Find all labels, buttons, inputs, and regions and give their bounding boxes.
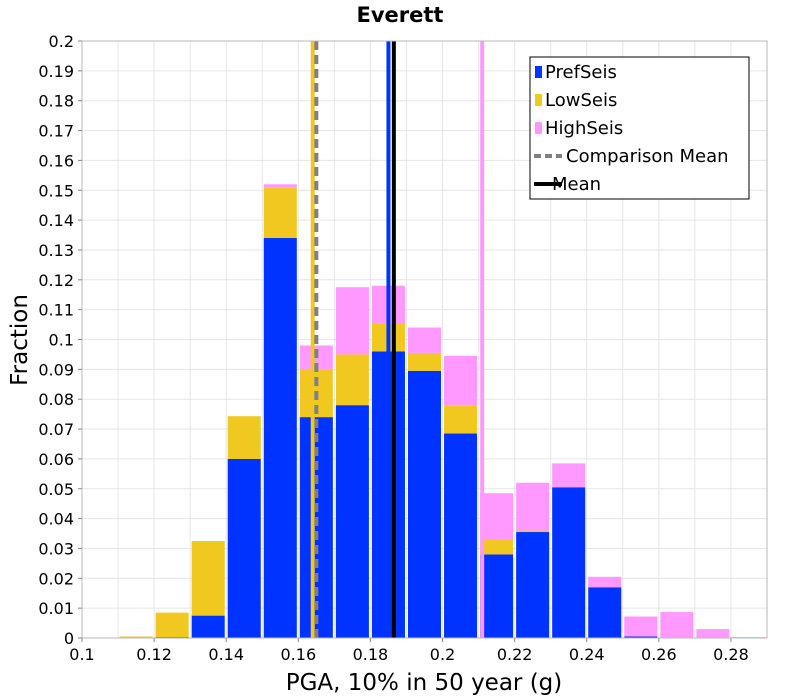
bar-prefseis-13: [588, 587, 622, 638]
bar-highseis-16: [696, 629, 730, 638]
bar-prefseis-2: [191, 615, 225, 638]
chart-title: Everett: [357, 3, 444, 27]
x-tick-label: 0.28: [713, 645, 749, 664]
y-tick-label: 0.1: [49, 331, 74, 350]
y-tick-label: 0.09: [38, 360, 74, 379]
y-axis-label: Fraction: [7, 294, 33, 386]
grid: [81, 40, 768, 639]
y-tick-label: 0.05: [38, 480, 74, 499]
y-tick-label: 0.19: [38, 62, 74, 81]
bar-prefseis-9: [444, 433, 478, 638]
bar-prefseis-11: [516, 532, 550, 638]
bar-highseis-12: [552, 463, 586, 488]
bar-highseis-8: [407, 327, 442, 353]
bar-lowseis-10: [480, 539, 514, 555]
legend-swatch-prefseis: [535, 66, 542, 78]
y-tick-label: 0.08: [38, 390, 74, 409]
bar-highseis-10: [480, 493, 514, 540]
bar-lowseis-6: [335, 354, 369, 406]
legend-box: [529, 56, 750, 200]
bar-lowseis-11: [516, 530, 550, 533]
bar-prefseis-12: [552, 487, 586, 638]
legend-label: HighSeis: [545, 118, 623, 139]
x-axis-ticks: 0.1 0.12 0.14 0.16 0.18 0.2 0.22 0.24 0.26 0.28: [69, 638, 749, 664]
y-tick-label: 0.17: [38, 122, 74, 141]
bar-lowseis-9: [444, 405, 478, 434]
y-tick-label: 0.2: [49, 32, 74, 51]
bar-highseis-4: [263, 184, 297, 188]
y-tick-label: 0.02: [38, 569, 74, 588]
bar-highseis-13: [588, 576, 622, 588]
legend-swatch-highseis: [535, 122, 542, 134]
bar-highseis-15: [660, 612, 694, 638]
legend-label: Comparison Mean: [566, 146, 729, 167]
mean-lines: [310, 41, 485, 638]
y-tick-label: 0.11: [38, 301, 74, 320]
x-tick-label: 0.18: [353, 645, 389, 664]
y-tick-label: 0: [64, 629, 74, 648]
bar-lowseis-1: [155, 612, 189, 638]
bar-lowseis-3: [227, 416, 261, 459]
y-axis-ticks: 0 0.01 0.02 0.03 0.04 0.05 0.06 0.07 0.08 0.09 0.1…: [38, 32, 82, 648]
bar-highseis-9: [444, 355, 478, 406]
y-tick-label: 0.04: [38, 510, 74, 529]
bar-lowseis-0: [119, 636, 153, 638]
x-tick-label: 0.26: [641, 645, 677, 664]
x-tick-label: 0.14: [208, 645, 244, 664]
bar-prefseis-14: [624, 636, 658, 638]
y-tick-label: 0.15: [38, 181, 74, 200]
bars: [119, 184, 766, 638]
bar-prefseis-8: [407, 370, 442, 638]
x-tick-label: 0.1: [69, 645, 94, 664]
y-tick-label: 0.12: [38, 271, 74, 290]
bar-prefseis-10: [480, 554, 514, 638]
y-tick-label: 0.14: [38, 211, 74, 230]
legend: PrefSeis LowSeis HighSeis Comparison Mean Me…: [529, 56, 750, 200]
legend-label: LowSeis: [545, 90, 617, 111]
y-tick-label: 0.07: [38, 420, 74, 439]
y-tick-label: 0.03: [38, 539, 74, 558]
y-tick-label: 0.06: [38, 450, 74, 469]
bar-highseis-6: [335, 287, 369, 355]
x-tick-label: 0.24: [569, 645, 605, 664]
x-axis-label: PGA, 10% in 50 year (g): [286, 670, 563, 696]
bar-lowseis-8: [407, 352, 442, 371]
bar-prefseis-6: [335, 405, 369, 638]
bar-highseis-14: [624, 616, 658, 637]
x-tick-label: 0.22: [497, 645, 533, 664]
bar-prefseis-4: [263, 238, 297, 638]
x-tick-label: 0.12: [136, 645, 172, 664]
bar-highseis-11: [516, 482, 550, 531]
legend-label: Mean: [552, 174, 601, 195]
x-tick-label: 0.2: [430, 645, 455, 664]
bar-lowseis-2: [191, 540, 225, 616]
y-tick-label: 0.18: [38, 92, 74, 111]
y-tick-label: 0.13: [38, 241, 74, 260]
legend-label: PrefSeis: [545, 62, 617, 83]
y-tick-label: 0.16: [38, 151, 74, 170]
bar-prefseis-3: [227, 458, 261, 638]
legend-swatch-lowseis: [535, 94, 542, 106]
x-tick-label: 0.16: [281, 645, 317, 664]
bar-lowseis-4: [263, 187, 297, 239]
y-tick-label: 0.01: [38, 599, 74, 618]
